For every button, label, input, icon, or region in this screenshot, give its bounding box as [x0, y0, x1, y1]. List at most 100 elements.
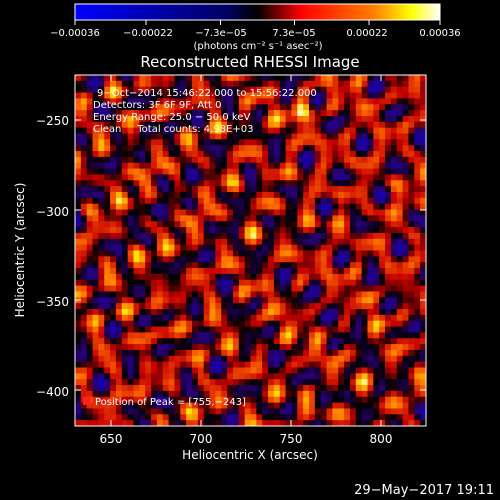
heatmap-cell	[373, 174, 380, 181]
heatmap-cell	[115, 203, 123, 210]
heatmap-cell	[168, 121, 175, 129]
colorbar-unit-label: (photons cm⁻² s⁻¹ asec⁻²)	[193, 41, 322, 52]
heatmap-cell	[145, 121, 152, 129]
heatmap-cell	[326, 303, 333, 310]
heatmap-cell	[232, 250, 240, 257]
heatmap-cell	[297, 297, 304, 304]
heatmap-cell	[297, 285, 304, 292]
heatmap-cell	[268, 268, 275, 275]
heatmap-cell	[361, 262, 368, 269]
heatmap-cell	[408, 344, 415, 351]
heatmap-cell	[110, 262, 117, 269]
heatmap-cell	[338, 420, 345, 426]
heatmap-cell	[390, 197, 398, 205]
heatmap-cell	[355, 273, 363, 281]
colorbar: −0.00036 −0.00022 −7.3e−05 7.3e−05 0.000…	[50, 3, 461, 52]
heatmap-cell	[238, 115, 246, 123]
heatmap-cell	[279, 121, 286, 129]
heatmap-cell	[203, 156, 210, 164]
heatmap-cell	[192, 314, 199, 322]
heatmap-cell	[139, 332, 146, 339]
heatmap-cell	[273, 297, 281, 304]
heatmap-cell	[349, 238, 357, 246]
heatmap-cell	[373, 344, 380, 351]
heatmap-cell	[168, 162, 175, 169]
heatmap-cell	[256, 203, 263, 210]
heatmap-cell	[285, 320, 292, 327]
heatmap-cell	[303, 104, 310, 111]
heatmap-cell	[250, 385, 257, 392]
heatmap-cell	[291, 349, 298, 357]
heatmap-cell	[186, 332, 193, 339]
heatmap-cell	[145, 291, 152, 298]
heatmap-cell	[186, 303, 193, 310]
heatmap-cell	[309, 396, 316, 403]
heatmap-cell	[186, 326, 193, 333]
heatmap-cell	[314, 390, 322, 398]
heatmap-cell	[139, 86, 146, 93]
heatmap-cell	[338, 110, 345, 117]
heatmap-cell	[268, 209, 275, 216]
heatmap-cell	[168, 303, 175, 310]
heatmap-cell	[373, 396, 380, 403]
heatmap-cell	[396, 162, 403, 169]
heatmap-cell	[244, 262, 251, 269]
heatmap-cell	[244, 86, 251, 93]
heatmap-cell	[303, 314, 310, 322]
heatmap-cell	[338, 314, 345, 322]
heatmap-cell	[309, 402, 316, 409]
heatmap-cell	[291, 420, 298, 426]
heatmap-cell	[110, 303, 117, 310]
heatmap-cell	[379, 145, 386, 152]
heatmap-cell	[367, 361, 374, 368]
heatmap-cell	[98, 92, 105, 99]
heatmap-cell	[297, 326, 304, 333]
heatmap-cell	[232, 215, 240, 222]
heatmap-cell	[133, 174, 140, 181]
heatmap-cell	[373, 279, 380, 286]
heatmap-cell	[232, 268, 240, 275]
heatmap-cell	[75, 110, 82, 117]
heatmap-cell	[121, 227, 129, 234]
heatmap-cell	[279, 156, 286, 164]
heatmap-cell	[192, 139, 199, 146]
heatmap-cell	[332, 379, 339, 386]
heatmap-cell	[156, 338, 164, 345]
heatmap-cell	[420, 139, 426, 146]
heatmap-cell	[227, 110, 234, 117]
heatmap-cell	[402, 420, 409, 426]
heatmap-cell	[203, 414, 210, 421]
heatmap-cell	[408, 203, 415, 210]
heatmap-cell	[402, 344, 409, 351]
heatmap-cell	[168, 309, 175, 316]
heatmap-cell	[367, 414, 374, 421]
heatmap-cell	[244, 402, 251, 409]
heatmap-cell	[139, 390, 146, 398]
heatmap-cell	[197, 162, 205, 169]
heatmap-cell	[273, 373, 281, 380]
heatmap-cell	[232, 355, 240, 363]
heatmap-cell	[332, 203, 339, 210]
heatmap-cell	[80, 209, 88, 216]
heatmap-cell	[396, 303, 403, 310]
heatmap-cell	[133, 115, 140, 123]
heatmap-cell	[338, 379, 345, 386]
heatmap-cell	[121, 414, 129, 421]
heatmap-cell	[244, 420, 251, 426]
heatmap-cell	[250, 192, 257, 199]
heatmap-cell	[104, 168, 111, 175]
heatmap-cell	[379, 162, 386, 169]
heatmap-cell	[268, 402, 275, 409]
heatmap-cell	[355, 186, 363, 193]
heatmap-cell	[162, 215, 169, 222]
heatmap-cell	[256, 285, 263, 292]
heatmap-cell	[110, 326, 117, 333]
heatmap-cell	[127, 273, 134, 281]
heatmap-cell	[385, 420, 392, 426]
heatmap-cell	[285, 355, 292, 363]
heatmap-cell	[268, 156, 275, 164]
heatmap-cell	[262, 127, 269, 134]
heatmap-cell	[115, 262, 123, 269]
heatmap-cell	[344, 309, 351, 316]
heatmap-cell	[273, 326, 281, 333]
